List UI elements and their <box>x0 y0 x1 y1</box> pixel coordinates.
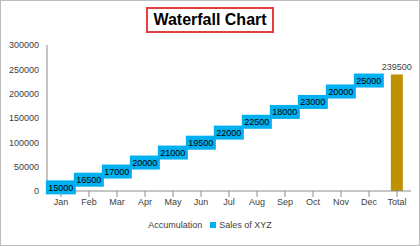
svg-text:20000: 20000 <box>132 158 157 168</box>
svg-text:19500: 19500 <box>188 138 213 148</box>
svg-text:22500: 22500 <box>244 117 269 127</box>
svg-text:20000: 20000 <box>328 87 353 97</box>
svg-text:50000: 50000 <box>14 162 39 172</box>
svg-text:Dec: Dec <box>361 197 378 207</box>
svg-text:18000: 18000 <box>272 107 297 117</box>
svg-text:Jul: Jul <box>223 197 235 207</box>
html-text:Waterfall Chart: Waterfall Chart <box>153 11 267 28</box>
svg-text:0: 0 <box>34 186 39 196</box>
svg-text:15000: 15000 <box>48 183 73 193</box>
svg-text:Total: Total <box>387 197 406 207</box>
svg-text:250000: 250000 <box>9 65 39 75</box>
svg-text:Jun: Jun <box>194 197 209 207</box>
svg-text:25000: 25000 <box>356 76 381 86</box>
svg-text:Apr: Apr <box>138 197 152 207</box>
svg-text:300000: 300000 <box>9 40 39 50</box>
svg-text:200000: 200000 <box>9 89 39 99</box>
html-text:Sales of XYZ: Sales of XYZ <box>219 220 272 230</box>
svg-text:Sep: Sep <box>277 197 293 207</box>
svg-text:Aug: Aug <box>249 197 265 207</box>
svg-text:21000: 21000 <box>160 148 185 158</box>
svg-text:Mar: Mar <box>109 197 125 207</box>
svg-text:May: May <box>164 197 182 207</box>
svg-text:22000: 22000 <box>216 128 241 138</box>
svg-text:Jan: Jan <box>54 197 69 207</box>
html-text:Accumulation: Accumulation <box>148 220 203 230</box>
svg-text:239500: 239500 <box>382 62 412 72</box>
svg-text:100000: 100000 <box>9 138 39 148</box>
svg-text:23000: 23000 <box>300 97 325 107</box>
svg-text:Oct: Oct <box>306 197 321 207</box>
svg-text:16500: 16500 <box>76 175 101 185</box>
svg-text:Nov: Nov <box>333 197 350 207</box>
svg-text:Feb: Feb <box>81 197 97 207</box>
svg-text:17000: 17000 <box>104 167 129 177</box>
svg-text:150000: 150000 <box>9 113 39 123</box>
